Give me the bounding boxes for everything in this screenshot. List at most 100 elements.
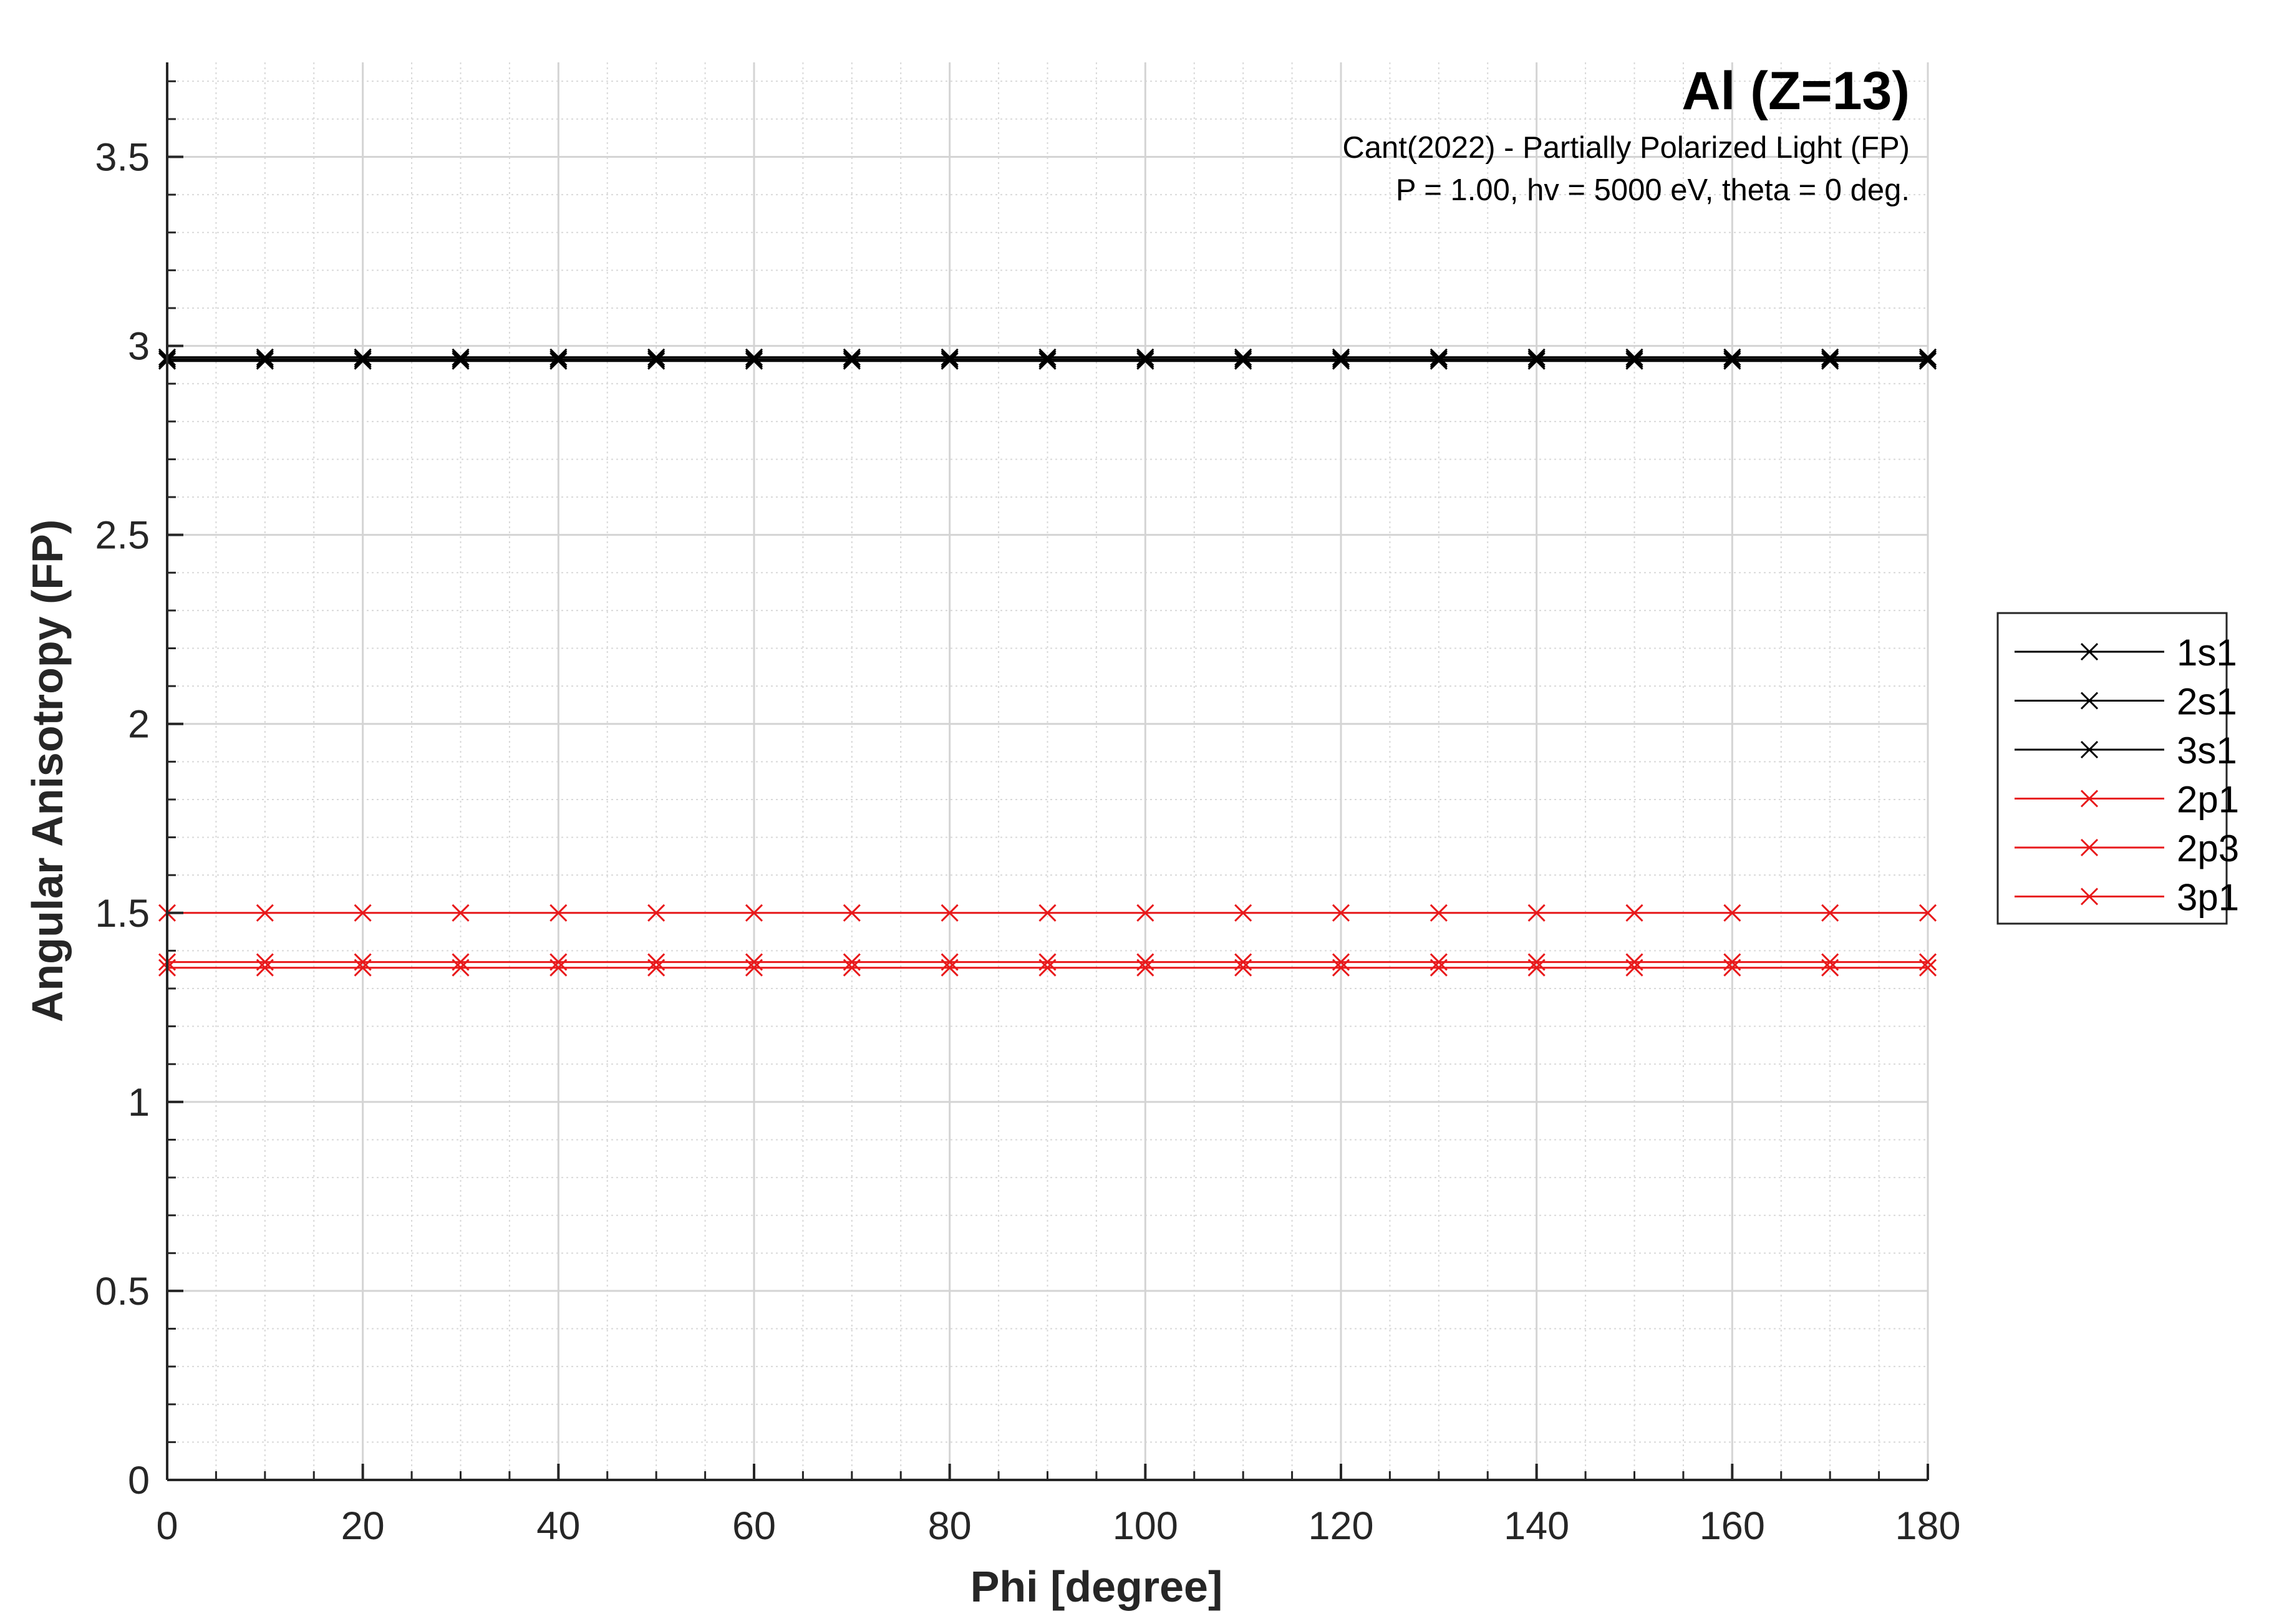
data-point-2p3 xyxy=(549,959,568,977)
data-point-2p3 xyxy=(1821,959,1839,977)
data-point-3s1 xyxy=(1136,352,1154,370)
legend-box xyxy=(1996,612,2228,925)
data-point-2p3 xyxy=(354,959,372,977)
legend-marker-2p1 xyxy=(2080,790,2099,808)
data-point-3p1 xyxy=(647,904,665,922)
data-point-2p3 xyxy=(1625,959,1643,977)
data-point-1s1 xyxy=(1234,348,1252,366)
data-point-3p1 xyxy=(549,904,568,922)
minor-grid xyxy=(167,62,1928,1480)
data-point-1s1 xyxy=(1038,348,1057,366)
data-point-3p1 xyxy=(1821,904,1839,922)
legend-label-2p1: 2p1 xyxy=(2177,779,2239,821)
x-tick-label: 40 xyxy=(536,1504,580,1548)
data-point-3p1 xyxy=(1625,904,1643,922)
data-point-2p3 xyxy=(256,959,274,977)
legend-marker-2s1 xyxy=(2080,692,2099,710)
data-point-1s1 xyxy=(1918,348,1937,366)
x-tick-label: 0 xyxy=(156,1504,178,1548)
legend-marker-1s1 xyxy=(2080,642,2099,661)
series-2p3 xyxy=(158,959,1937,977)
data-point-3p1 xyxy=(1430,904,1448,922)
data-point-1s1 xyxy=(941,348,959,366)
data-point-3p1 xyxy=(1038,904,1057,922)
data-point-3s1 xyxy=(647,352,665,370)
data-point-2s1 xyxy=(1625,350,1643,368)
x-tick-label: 20 xyxy=(341,1504,385,1548)
data-point-1s1 xyxy=(1527,348,1546,366)
data-point-1s1 xyxy=(843,348,861,366)
data-point-3p1 xyxy=(941,904,959,922)
data-point-2s1 xyxy=(843,350,861,368)
data-point-2s1 xyxy=(1527,350,1546,368)
data-point-3p1 xyxy=(354,904,372,922)
data-point-2p3 xyxy=(1332,959,1350,977)
data-point-3p1 xyxy=(452,904,470,922)
data-point-3p1 xyxy=(1234,904,1252,922)
legend-item-3p1: 3p1 xyxy=(2015,877,2239,919)
y-tick-label: 0 xyxy=(128,1459,150,1502)
chart-subtitle-line-2: P = 1.00, hv = 5000 eV, theta = 0 deg. xyxy=(1396,173,1910,207)
data-point-1s1 xyxy=(354,348,372,366)
data-point-2p3 xyxy=(1430,959,1448,977)
x-tick-label: 180 xyxy=(1895,1504,1960,1548)
y-tick-label: 1.5 xyxy=(95,892,150,935)
data-point-2s1 xyxy=(1332,350,1350,368)
legend-item-1s1: 1s1 xyxy=(2015,632,2237,674)
y-tick-label: 1 xyxy=(128,1081,150,1124)
data-point-3p1 xyxy=(1332,904,1350,922)
chart-subtitle-line-1: Cant(2022) - Partially Polarized Light (… xyxy=(1342,131,1910,165)
data-point-1s1 xyxy=(1821,348,1839,366)
x-tick-label: 80 xyxy=(928,1504,972,1548)
data-point-1s1 xyxy=(549,348,568,366)
data-point-1s1 xyxy=(1332,348,1350,366)
y-axis-label: Angular Anisotropy (FP) xyxy=(23,520,72,1022)
data-point-2p3 xyxy=(1723,959,1741,977)
data-point-3s1 xyxy=(1234,352,1252,370)
legend-marker-3p1 xyxy=(2080,887,2099,906)
data-point-2p3 xyxy=(647,959,665,977)
series-2s1 xyxy=(158,350,1937,368)
legend-label-3p1: 3p1 xyxy=(2177,877,2239,919)
data-point-1s1 xyxy=(1430,348,1448,366)
data-point-2s1 xyxy=(1723,350,1741,368)
data-point-2p3 xyxy=(1234,959,1252,977)
data-point-2s1 xyxy=(745,350,763,368)
data-point-2p3 xyxy=(843,959,861,977)
legend-item-2p1: 2p1 xyxy=(2015,779,2239,821)
tick-labels: 0 20 40 60 80 100 120 140 160 180 0 0.5 1 1.5 2 2.5 3 3.5 xyxy=(95,136,1960,1548)
legend-label-1s1: 1s1 xyxy=(2177,632,2237,674)
legend-item-2p3: 2p3 xyxy=(2015,828,2239,869)
data-point-3s1 xyxy=(256,352,274,370)
x-tick-label: 100 xyxy=(1113,1504,1178,1548)
data-point-2s1 xyxy=(647,350,665,368)
data-point-2s1 xyxy=(1430,350,1448,368)
chart-title: Al (Z=13) xyxy=(1681,61,1910,121)
data-point-3s1 xyxy=(843,352,861,370)
data-point-2s1 xyxy=(1918,350,1937,368)
y-tick-label: 3 xyxy=(128,325,150,369)
data-point-1s1 xyxy=(256,348,274,366)
data-point-2p3 xyxy=(745,959,763,977)
data-point-1s1 xyxy=(1625,348,1643,366)
data-point-2s1 xyxy=(1038,350,1057,368)
data-point-3s1 xyxy=(452,352,470,370)
data-point-1s1 xyxy=(745,348,763,366)
data-point-1s1 xyxy=(452,348,470,366)
axes-layer xyxy=(166,62,1929,1481)
data-point-2p3 xyxy=(1038,959,1057,977)
legend-marker-3s1 xyxy=(2080,740,2099,759)
y-tick-label: 3.5 xyxy=(95,136,150,180)
data-point-2p3 xyxy=(1918,959,1937,977)
y-tick-label: 2 xyxy=(128,703,150,747)
legend-marker-2p3 xyxy=(2080,838,2099,857)
data-point-1s1 xyxy=(647,348,665,366)
legend-label-3s1: 3s1 xyxy=(2177,730,2237,771)
data-point-1s1 xyxy=(1136,348,1154,366)
x-axis-label: Phi [degree] xyxy=(970,1562,1223,1611)
data-point-3p1 xyxy=(745,904,763,922)
data-point-2s1 xyxy=(256,350,274,368)
series-3s1 xyxy=(158,352,1937,370)
data-point-3p1 xyxy=(1527,904,1546,922)
